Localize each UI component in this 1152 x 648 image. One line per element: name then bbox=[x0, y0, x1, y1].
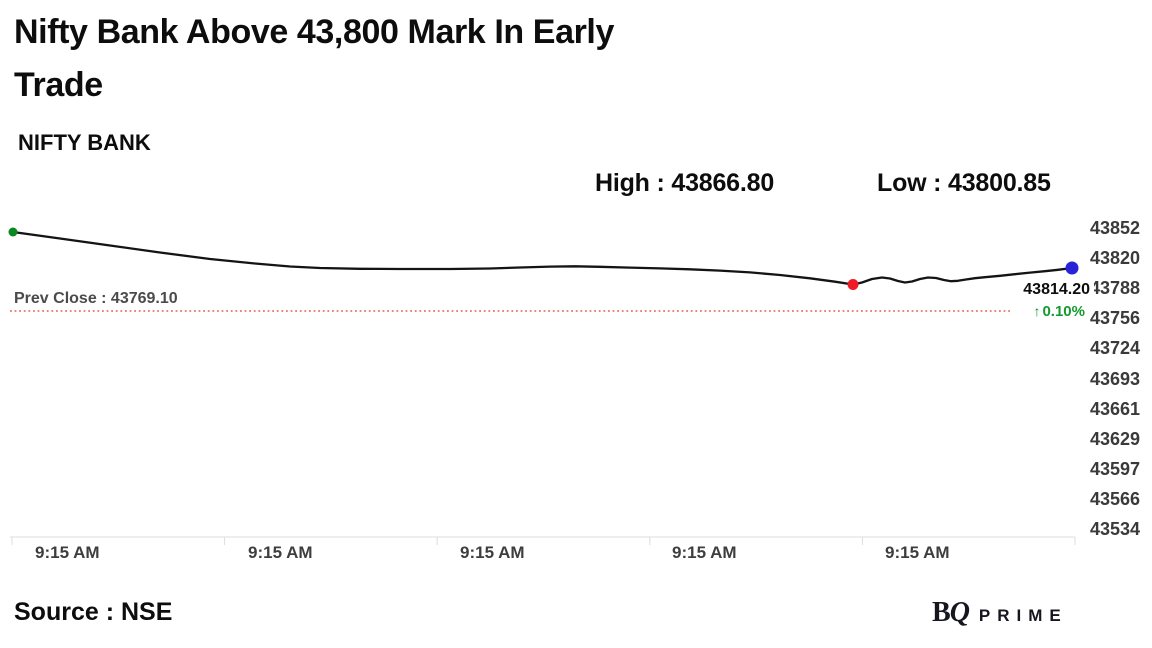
y-tick: 43661 bbox=[1089, 398, 1140, 419]
y-tick: 43724 bbox=[1089, 338, 1140, 359]
high-stat: High : 43866.80 bbox=[595, 169, 775, 197]
y-axis-labels: 43852 43820 43788 43756 43724 43693 4366… bbox=[1083, 213, 1140, 545]
x-axis-labels: 9:15 AM 9:15 AM 9:15 AM 9:15 AM 9:15 AM bbox=[0, 543, 1152, 567]
source-label: Source : NSE bbox=[14, 598, 173, 626]
instrument-name: NIFTY BANK bbox=[18, 130, 151, 155]
logo-letter-q: Q bbox=[949, 597, 970, 628]
last-price-label: 43814.20 bbox=[1008, 281, 1094, 299]
price-line-path bbox=[11, 230, 1074, 286]
logo-letter-b: B bbox=[932, 597, 951, 628]
y-tick: 43788 bbox=[1089, 277, 1140, 298]
bqprime-logo: B Q PRIME bbox=[932, 597, 1068, 629]
y-tick: 43566 bbox=[1089, 489, 1140, 510]
change-label: ↑ 0.10% bbox=[1012, 303, 1085, 320]
x-tick: 9:15 AM bbox=[35, 543, 100, 562]
low-stat: Low : 43800.85 bbox=[877, 169, 1051, 197]
change-percent: 0.10% bbox=[1042, 303, 1085, 320]
y-tick: 43534 bbox=[1089, 519, 1140, 540]
last-marker-dot bbox=[1065, 261, 1079, 275]
x-tick: 9:15 AM bbox=[672, 543, 737, 562]
prev-close-label: Prev Close : 43769.10 bbox=[14, 290, 178, 307]
y-tick: 43597 bbox=[1089, 459, 1140, 480]
y-tick: 43852 bbox=[1089, 217, 1140, 238]
y-tick: 43820 bbox=[1089, 247, 1140, 268]
y-tick: 43693 bbox=[1089, 368, 1140, 389]
x-tick: 9:15 AM bbox=[460, 543, 525, 562]
up-arrow-icon: ↑ bbox=[1033, 303, 1041, 319]
y-tick: 43756 bbox=[1089, 308, 1140, 329]
page-title: Nifty Bank Above 43,800 Mark In Early Tr… bbox=[14, 6, 794, 112]
page-title-line1: Nifty Bank Above 43,800 Mark In Early bbox=[14, 13, 614, 51]
x-tick: 9:15 AM bbox=[885, 543, 950, 562]
x-axis bbox=[10, 536, 1076, 545]
x-tick: 9:15 AM bbox=[248, 543, 313, 562]
logo-prime-text: PRIME bbox=[978, 606, 1068, 625]
open-marker-dot bbox=[8, 227, 18, 237]
page-title-line2: Trade bbox=[14, 66, 103, 104]
y-tick: 43629 bbox=[1089, 428, 1140, 449]
low-marker-dot bbox=[847, 279, 859, 290]
